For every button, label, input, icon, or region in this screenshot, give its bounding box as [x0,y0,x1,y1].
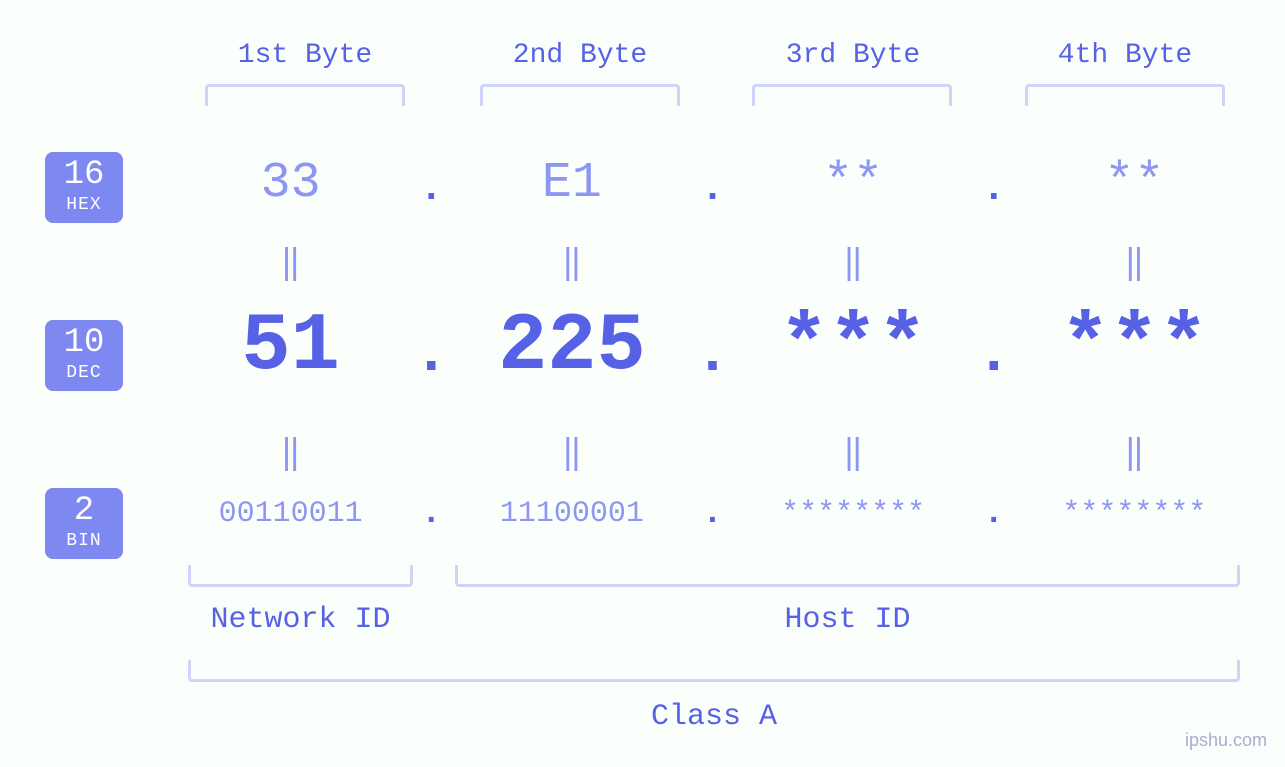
dot-separator: . [974,321,1014,389]
equals-icon: ‖ [1014,242,1255,284]
bin-byte-1: 00110011 [170,497,411,531]
dot-separator: . [693,495,733,533]
dec-byte-3: *** [733,300,974,393]
bin-row: 00110011 . 11100001 . ******** . *******… [170,495,1255,533]
base-label: DEC [45,364,123,383]
top-bracket-icon [480,84,680,106]
hex-byte-1: 33 [170,155,411,212]
dot-separator: . [411,167,451,212]
byte-header-4: 4th Byte [1015,40,1235,71]
base-label: BIN [45,532,123,551]
dec-byte-2: 225 [451,300,692,393]
dot-separator: . [974,167,1014,212]
dot-separator: . [411,321,451,389]
hex-byte-3: ** [733,155,974,212]
byte-header-1: 1st Byte [195,40,415,71]
base-badge-hex: 16 HEX [45,152,123,223]
dot-separator: . [693,321,733,389]
equals-row: ‖ ‖ ‖ ‖ [170,242,1255,284]
bottom-bracket-icon [188,660,1240,682]
top-bracket-icon [205,84,405,106]
bin-byte-4: ******** [1014,497,1255,531]
base-num: 2 [45,494,123,530]
base-badge-bin: 2 BIN [45,488,123,559]
equals-icon: ‖ [170,242,411,284]
base-label: HEX [45,196,123,215]
equals-icon: ‖ [733,242,974,284]
host-id-label: Host ID [455,603,1240,637]
equals-row: ‖ ‖ ‖ ‖ [170,432,1255,474]
bin-byte-2: 11100001 [451,497,692,531]
dot-separator: . [974,495,1014,533]
bottom-bracket-icon [455,565,1240,587]
dec-row: 51 . 225 . *** . *** [170,300,1255,393]
equals-icon: ‖ [451,432,692,474]
hex-byte-4: ** [1014,155,1255,212]
dec-byte-1: 51 [170,300,411,393]
network-id-label: Network ID [188,603,413,637]
top-bracket-icon [1025,84,1225,106]
hex-byte-2: E1 [451,155,692,212]
equals-icon: ‖ [733,432,974,474]
hex-row: 33 . E1 . ** . ** [170,155,1255,212]
dec-byte-4: *** [1014,300,1255,393]
bin-byte-3: ******** [733,497,974,531]
base-num: 10 [45,326,123,362]
equals-icon: ‖ [170,432,411,474]
equals-icon: ‖ [1014,432,1255,474]
byte-header-2: 2nd Byte [470,40,690,71]
dot-separator: . [411,495,451,533]
class-label: Class A [188,700,1240,734]
credit-text: ipshu.com [1185,730,1267,751]
byte-header-3: 3rd Byte [743,40,963,71]
bottom-bracket-icon [188,565,413,587]
dot-separator: . [693,167,733,212]
equals-icon: ‖ [451,242,692,284]
base-badge-dec: 10 DEC [45,320,123,391]
base-num: 16 [45,158,123,194]
top-bracket-icon [752,84,952,106]
